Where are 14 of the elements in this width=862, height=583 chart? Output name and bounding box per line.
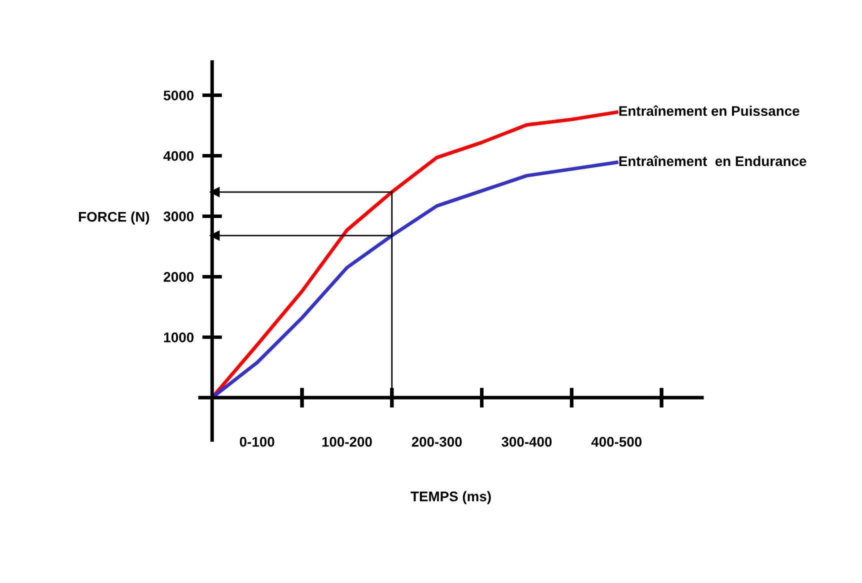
x-axis-title: TEMPS (ms): [410, 491, 491, 504]
x-tick-label: 200-300: [412, 436, 462, 447]
series-label: Entraînement en Puissance: [619, 105, 800, 116]
series-label: Entraînement en Endurance: [619, 156, 806, 166]
y-tick-label: 4000: [163, 151, 194, 161]
y-tick-label: 5000: [164, 90, 194, 100]
y-tick-label: 3000: [164, 212, 194, 222]
x-tick-label: 100-200: [322, 436, 372, 447]
x-tick-label: 300-400: [502, 436, 552, 447]
y-tick-label: 2000: [164, 272, 194, 282]
y-tick-label: 1000: [164, 332, 194, 342]
x-tick-label: 0-100: [240, 436, 274, 447]
x-tick-label: 400-500: [591, 436, 642, 447]
y-axis-title: FORCE (N): [78, 212, 150, 224]
